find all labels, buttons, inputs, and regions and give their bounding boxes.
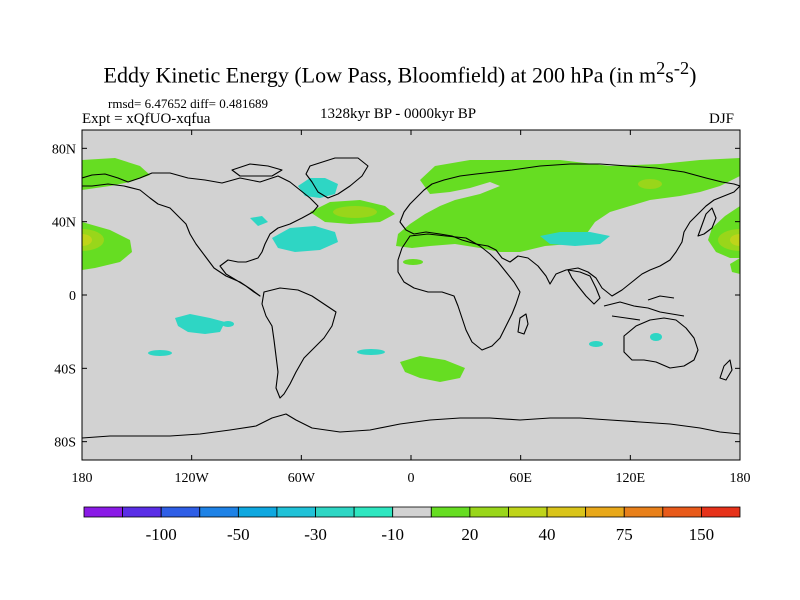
gulf-cyan-region: [250, 216, 268, 226]
eurasia-jet-max-region: [638, 179, 662, 189]
south-pacific-cyan-small-region: [148, 350, 172, 356]
x-axis: 180 120W 60W 0 60E 120E 180: [72, 130, 751, 486]
colorbar-box: [662, 506, 702, 518]
colorbar-label: -30: [304, 525, 327, 544]
stats-label: rmsd= 6.47652 diff= 0.481689: [108, 96, 268, 111]
anomaly-field-layer: [82, 158, 740, 382]
southern-ocean-green-region: [400, 356, 465, 382]
x-tick-label: 60E: [509, 471, 532, 486]
colorbar-box: [392, 506, 432, 518]
coast-australia: [623, 317, 699, 369]
y-tick-label: 80N: [52, 142, 76, 157]
colorbar-box: [585, 506, 625, 518]
experiment-label: Expt = xQfUO-xqfua: [82, 111, 211, 127]
coast-eurasia: [399, 163, 740, 297]
colorbar-label: -50: [227, 525, 250, 544]
south-america-cyan-region: [357, 349, 385, 355]
x-tick-label: 120W: [175, 471, 210, 486]
x-tick-label: 180: [730, 471, 751, 486]
coast-japan: [697, 207, 717, 237]
x-tick-label: 0: [408, 471, 415, 486]
colorbar-box: [160, 506, 201, 518]
colorbar-label: 75: [616, 525, 633, 544]
pacific-jet-max-west-core-region: [730, 234, 740, 246]
coast-indonesia: [603, 295, 685, 321]
y-tick-label: 0: [69, 289, 76, 304]
middle-east-cyan-region: [540, 232, 610, 246]
period-label: 1328kyr BP - 0000kyr BP: [320, 106, 477, 122]
north-pacific-cyan-small-region: [222, 321, 234, 327]
x-tick-label: 180: [72, 471, 93, 486]
coast-india: [567, 269, 601, 305]
coast-new-zealand: [719, 359, 733, 381]
north-pacific-green-east-region: [82, 158, 150, 190]
colorbar-label: -100: [146, 525, 177, 544]
pacific-jet-max-west-region: [718, 229, 740, 251]
colorbar-box: [199, 506, 239, 518]
colorbar-box: [276, 506, 316, 518]
subtropical-atlantic-cyan-region: [272, 226, 338, 252]
colorbar-label: 150: [689, 525, 715, 544]
colorbar-box: [430, 506, 471, 518]
coast-madagascar: [517, 313, 529, 335]
coast-south-america: [261, 287, 337, 399]
colorbar-box: [237, 506, 278, 518]
coast-north-america: [82, 172, 319, 297]
x-tick-label: 60W: [288, 471, 316, 486]
x-tick-label: 120E: [616, 471, 646, 486]
y-tick-label: 80S: [54, 436, 76, 451]
colorbar-box: [508, 506, 548, 518]
south-pacific-cyan-region: [175, 314, 225, 334]
colorbar-box: [315, 506, 355, 518]
coast-arctic-islands: [231, 163, 283, 177]
north-america-cyan-region: [298, 178, 338, 198]
south-africa-green-small-region: [403, 259, 423, 265]
y-axis: 80N 40N 0 40S 80S: [52, 142, 740, 451]
coast-greenland: [305, 157, 369, 199]
australia-cyan-region: [650, 333, 662, 341]
pacific-jet-max-east-region: [82, 229, 104, 251]
colorbar-label: -10: [381, 525, 404, 544]
y-tick-label: 40S: [54, 362, 76, 377]
colorbar-box: [546, 506, 587, 518]
colorbar-label: 20: [461, 525, 478, 544]
title-units-exp2: -2: [673, 58, 690, 78]
coastlines: [82, 157, 740, 439]
pacific-jet-max-east-core-region: [82, 234, 92, 246]
chart-title: Eddy Kinetic Energy (Low Pass, Bloomfiel…: [103, 58, 697, 88]
colorbar-box: [623, 506, 664, 518]
atlantic-jet-max-region: [333, 206, 377, 218]
north-pacific-green-west-small-region: [730, 258, 740, 274]
title-units-exp1: 2: [656, 58, 666, 78]
season-label: DJF: [709, 111, 735, 127]
colorbar: -100 -50 -30 -10 20 40 75 150: [83, 506, 741, 544]
colorbar-box: [469, 506, 509, 518]
y-tick-label: 40N: [52, 216, 76, 231]
colorbar-box: [701, 506, 741, 518]
colorbar-box: [83, 506, 123, 518]
coast-antarctica: [82, 413, 740, 439]
colorbar-box: [122, 506, 162, 518]
colorbar-label: 40: [539, 525, 556, 544]
colorbar-box: [353, 506, 394, 518]
coast-africa: [397, 233, 521, 351]
indian-ocean-cyan-region: [589, 341, 603, 347]
